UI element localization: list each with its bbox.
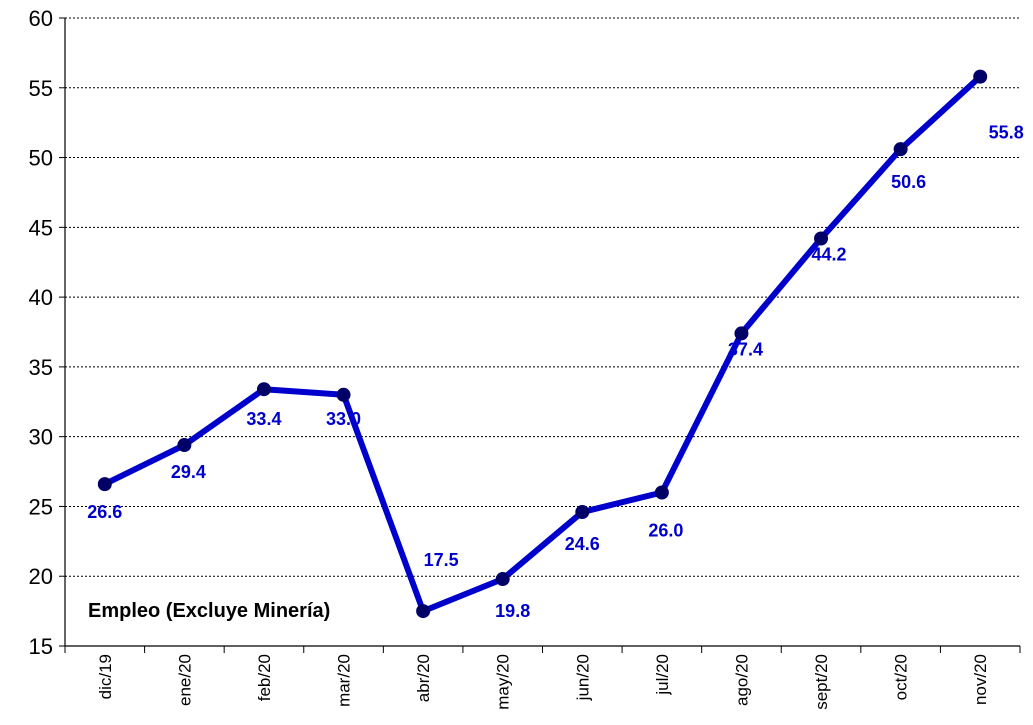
y-tick-label: 45: [29, 215, 53, 240]
y-tick-label: 50: [29, 146, 53, 171]
chart-annotation: Empleo (Excluye Minería): [88, 600, 330, 622]
data-label: 24.6: [565, 534, 600, 554]
x-tick-label: nov/20: [971, 654, 990, 705]
data-label: 29.4: [171, 462, 206, 482]
y-tick-label: 35: [29, 355, 53, 380]
data-label: 26.0: [648, 520, 683, 540]
data-point: [495, 572, 510, 587]
series-line: [101, 73, 984, 615]
data-label: 44.2: [812, 244, 847, 264]
data-label: 33.0: [326, 409, 361, 429]
x-tick-label: dic/19: [96, 654, 115, 699]
y-tick-label: 55: [29, 76, 53, 101]
x-tick-label: may/20: [494, 654, 513, 710]
x-tick-label: abr/20: [414, 654, 433, 702]
y-tick-label: 15: [29, 634, 53, 659]
data-label: 17.5: [424, 550, 459, 570]
y-axis-ticks: 15 20 25 30 35 40 45 50 55 60: [29, 6, 65, 659]
axes: [64, 18, 1020, 647]
data-point: [97, 477, 112, 492]
series-line-path: [101, 73, 984, 615]
data-point: [575, 505, 590, 520]
x-tick-label: ago/20: [732, 654, 751, 706]
x-tick-label: ene/20: [175, 654, 194, 706]
data-point: [256, 382, 271, 397]
data-point: [814, 231, 829, 246]
x-tick-label: feb/20: [255, 654, 274, 701]
data-point: [973, 69, 988, 84]
data-point: [336, 387, 351, 402]
data-label: 33.4: [246, 409, 281, 429]
data-label: 55.8: [989, 123, 1024, 143]
data-point: [734, 326, 749, 341]
data-label: 37.4: [728, 339, 763, 359]
y-tick-label: 20: [29, 564, 53, 589]
data-labels: 26.6 29.4 33.4 33.0 17.5 19.8 24.6 26.0 37.4 44.2…: [87, 123, 1023, 621]
x-tick-label: mar/20: [335, 654, 354, 707]
data-point: [177, 438, 192, 453]
y-tick-label: 60: [29, 6, 53, 31]
x-tick-label: oct/20: [892, 654, 911, 700]
y-tick-label: 30: [29, 425, 53, 450]
data-point: [893, 142, 908, 157]
x-tick-label: jul/20: [653, 654, 672, 696]
data-point: [654, 485, 669, 500]
x-axis-ticks: dic/19 ene/20 feb/20 mar/20 abr/20 may/20 jun/…: [64, 646, 1021, 710]
data-label: 19.8: [495, 601, 530, 621]
data-point: [416, 604, 431, 619]
gridlines: [65, 17, 1020, 577]
y-tick-label: 25: [29, 494, 53, 519]
data-label: 50.6: [891, 172, 926, 192]
data-label: 26.6: [87, 502, 122, 522]
x-tick-label: sept/20: [812, 654, 831, 710]
y-tick-label: 40: [29, 285, 53, 310]
series-points: [97, 69, 988, 619]
x-tick-label: jun/20: [573, 654, 592, 701]
